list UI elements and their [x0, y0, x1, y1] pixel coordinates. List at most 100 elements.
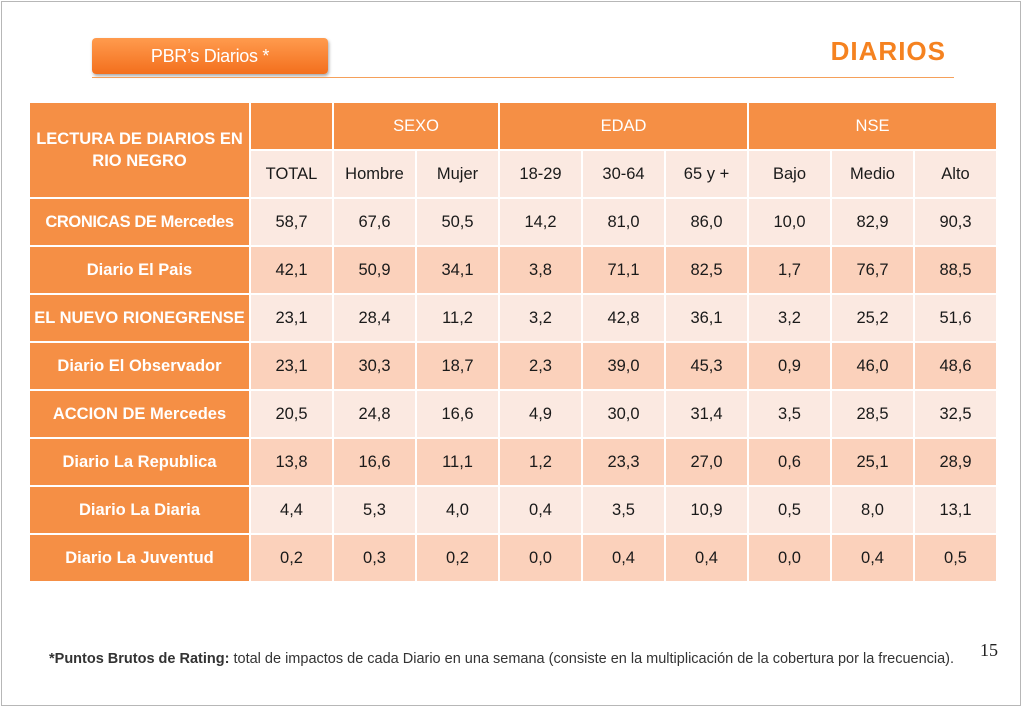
table-cell: 23,3	[581, 437, 667, 487]
footnote-term: *Puntos Brutos de Rating:	[49, 651, 230, 667]
table-row: Diario El Observador 23,1 30,3 18,7 2,3 39,0 4…	[28, 341, 999, 391]
row-label: EL NUEVO RIONEGRENSE	[28, 293, 251, 343]
column-header: TOTAL	[249, 149, 334, 199]
table-cell: 10,9	[664, 485, 750, 535]
table-row: ACCION DE Mercedes 20,5 24,8 16,6 4,9 30,0 31,…	[28, 389, 999, 439]
column-header: 30-64	[581, 149, 667, 199]
table-cell: 86,0	[664, 197, 750, 247]
table-cell: 3,2	[747, 293, 833, 343]
table-cell: 90,3	[913, 197, 999, 247]
table-cell: 23,1	[249, 293, 334, 343]
table-cell: 76,7	[830, 245, 916, 295]
table-cell: 1,2	[498, 437, 584, 487]
table-cell: 0,6	[747, 437, 833, 487]
table-cell: 1,7	[747, 245, 833, 295]
group-header-edad: EDAD	[498, 101, 750, 151]
table-cell: 81,0	[581, 197, 667, 247]
table-cell: 39,0	[581, 341, 667, 391]
table-row: CRONICAS DE Mercedes 58,7 67,6 50,5 14,2 81,0…	[28, 197, 999, 247]
row-label: ACCION DE Mercedes	[28, 389, 251, 439]
table-cell: 0,4	[830, 533, 916, 583]
table-cell: 34,1	[414, 245, 501, 295]
footnote-text: total de impactos de cada Diario en una …	[229, 651, 955, 667]
row-label: Diario La Diaria	[28, 485, 251, 535]
row-label: Diario La Juventud	[28, 533, 251, 583]
page-title: DIARIOS	[830, 36, 946, 66]
table-cell: 2,3	[498, 341, 584, 391]
table-cell: 46,0	[830, 341, 916, 391]
table-cell: 0,5	[913, 533, 999, 583]
table-cell: 0,2	[249, 533, 334, 583]
table-cell: 50,9	[332, 245, 417, 295]
table-cell: 16,6	[332, 437, 417, 487]
table-cell: 8,0	[830, 485, 916, 535]
table-cell: 4,9	[498, 389, 584, 439]
table-cell: 4,4	[249, 485, 334, 535]
table-cell: 42,8	[581, 293, 667, 343]
table-cell: 13,8	[249, 437, 334, 487]
table-cell: 4,0	[414, 485, 501, 535]
table-cell: 82,5	[664, 245, 750, 295]
group-header-row: LECTURA DE DIARIOS EN RIO NEGRO SEXO EDA…	[28, 101, 999, 199]
table-cell: 0,4	[664, 533, 750, 583]
table-cell: 0,9	[747, 341, 833, 391]
table-cell: 0,0	[498, 533, 584, 583]
table-cell: 31,4	[664, 389, 750, 439]
table-cell: 25,1	[830, 437, 916, 487]
table-cell: 23,1	[249, 341, 334, 391]
table-row: EL NUEVO RIONEGRENSE 23,1 28,4 11,2 3,2 42,8 3…	[28, 293, 999, 343]
section-tab-badge: PBR’s Diarios *	[92, 38, 328, 74]
table-row: Diario El Pais 42,1 50,9 34,1 3,8 71,1 82,5 1,7…	[28, 245, 999, 295]
group-header-sexo: SEXO	[331, 101, 501, 151]
table-cell: 14,2	[498, 197, 584, 247]
table-row: Diario La Juventud 0,2 0,3 0,2 0,0 0,4 0,4 0,0 0…	[28, 533, 999, 583]
table-cell: 25,2	[830, 293, 916, 343]
table-cell: 11,2	[414, 293, 501, 343]
table-cell: 5,3	[332, 485, 417, 535]
table-cell: 42,1	[249, 245, 334, 295]
column-header: 65 y +	[664, 149, 750, 199]
table-cell: 30,3	[332, 341, 417, 391]
table-cell: 50,5	[414, 197, 501, 247]
row-label: CRONICAS DE Mercedes	[28, 197, 251, 247]
table-cell: 28,5	[830, 389, 916, 439]
table-cell: 0,2	[414, 533, 501, 583]
table-cell: 32,5	[913, 389, 999, 439]
table-cell: 0,0	[747, 533, 833, 583]
section-tab-label: PBR’s Diarios *	[150, 45, 270, 66]
table-cell: 20,5	[249, 389, 334, 439]
table-cell: 71,1	[581, 245, 667, 295]
column-header: Mujer	[414, 149, 501, 199]
table-cell: 88,5	[913, 245, 999, 295]
table-cell: 58,7	[249, 197, 334, 247]
table-cell: 30,0	[581, 389, 667, 439]
table-row: Diario La Diaria 4,4 5,3 4,0 0,4 3,5 10,9 0,5 8,…	[28, 485, 999, 535]
row-label: Diario La Republica	[28, 437, 251, 487]
table-cell: 82,9	[830, 197, 916, 247]
table-row: Diario La Republica 13,8 16,6 11,1 1,2 23,3 27…	[28, 437, 999, 487]
table-cell: 0,5	[747, 485, 833, 535]
column-header: 18-29	[498, 149, 584, 199]
table-cell: 3,5	[747, 389, 833, 439]
table-cell: 11,1	[414, 437, 501, 487]
table-cell: 28,4	[332, 293, 417, 343]
table-cell: 18,7	[414, 341, 501, 391]
table-cell: 3,2	[498, 293, 584, 343]
table-cell: 45,3	[664, 341, 750, 391]
footnote: *Puntos Brutos de Rating: total de impac…	[49, 650, 969, 669]
group-header-nse: NSE	[747, 101, 999, 151]
table-cell: 0,3	[332, 533, 417, 583]
table-cell: 48,6	[913, 341, 999, 391]
readership-table: LECTURA DE DIARIOS EN RIO NEGRO SEXO EDA…	[28, 101, 999, 583]
table-cell: 13,1	[913, 485, 999, 535]
title-divider	[92, 77, 954, 78]
table-cell: 3,5	[581, 485, 667, 535]
column-header: Medio	[830, 149, 916, 199]
page-number: 15	[980, 640, 998, 660]
table-cell: 67,6	[332, 197, 417, 247]
table-cell: 0,4	[581, 533, 667, 583]
column-header: Bajo	[747, 149, 833, 199]
table-cell: 0,4	[498, 485, 584, 535]
row-label: Diario El Observador	[28, 341, 251, 391]
